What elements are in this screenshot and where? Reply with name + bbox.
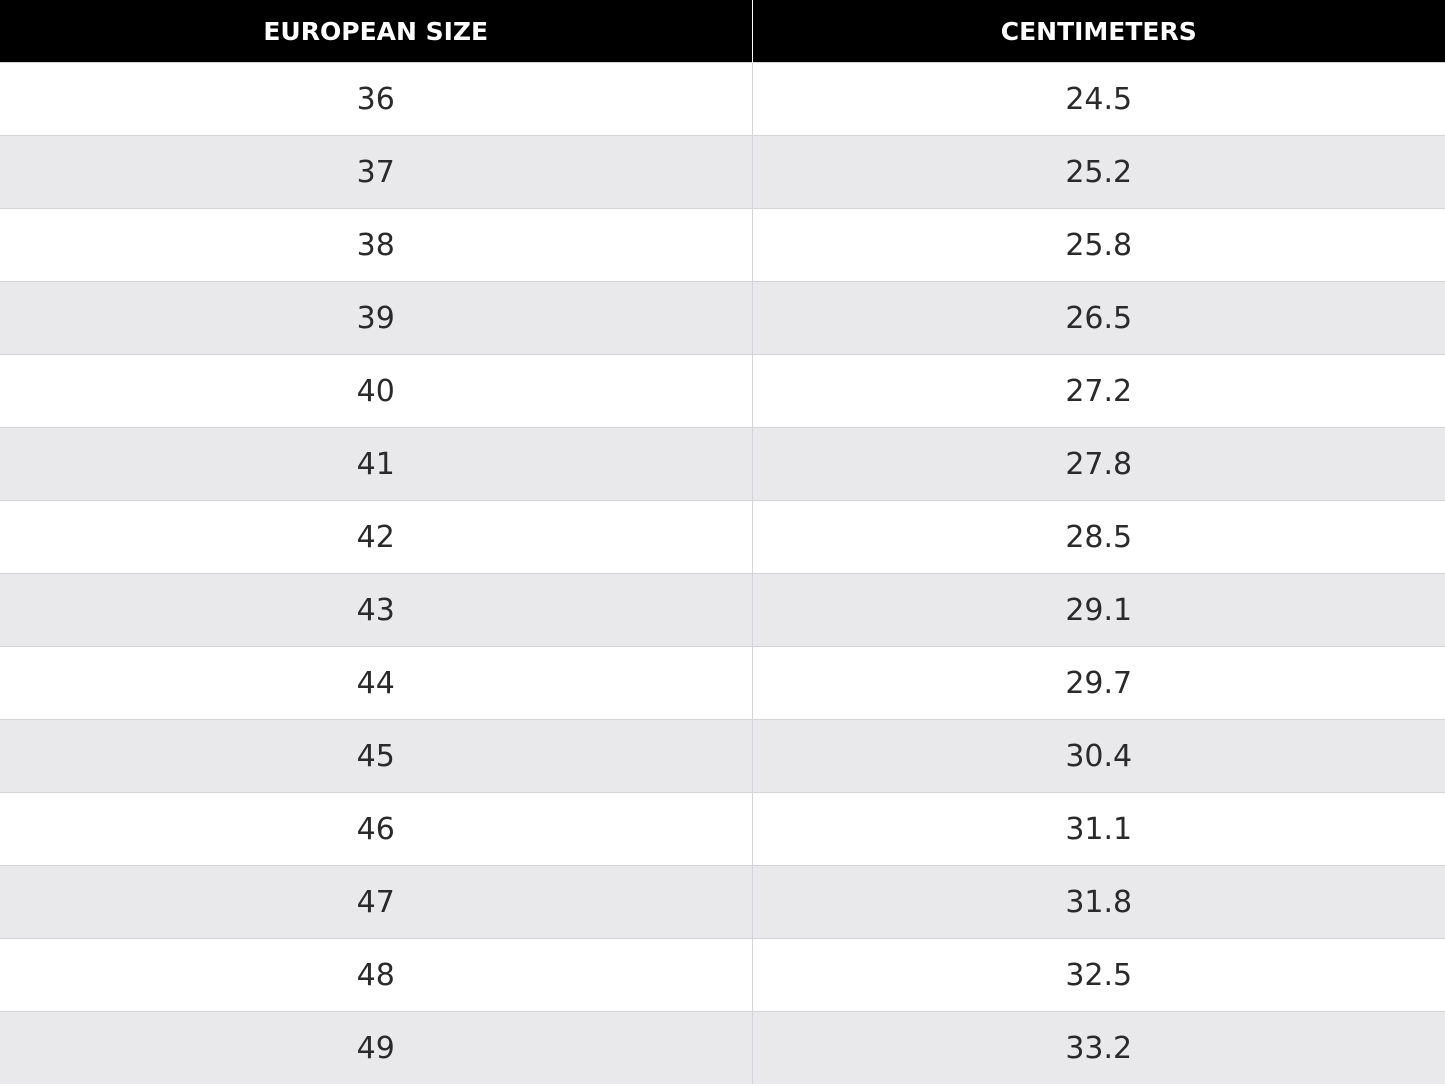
table-cell: 47 [0, 865, 753, 939]
table-row: 48 32.5 [0, 938, 1445, 1012]
table-cell: 25.2 [752, 135, 1445, 209]
table-cell: 42 [0, 500, 753, 574]
table-cell: 24.5 [752, 62, 1445, 136]
table-cell: 39 [0, 281, 753, 355]
table-cell: 32.5 [752, 938, 1445, 1012]
table-cell: 30.4 [752, 719, 1445, 793]
table-cell: 29.7 [752, 646, 1445, 720]
header-cell: CENTIMETERS [752, 0, 1445, 63]
table-header: EUROPEAN SIZE CENTIMETERS [0, 0, 1445, 63]
table-cell: 31.1 [752, 792, 1445, 866]
table-row: 38 25.8 [0, 208, 1445, 282]
table-row: 45 30.4 [0, 719, 1445, 793]
table-row: 47 31.8 [0, 865, 1445, 939]
table-row: 36 24.5 [0, 62, 1445, 136]
table-cell: 28.5 [752, 500, 1445, 574]
table-cell: 41 [0, 427, 753, 501]
table-cell: 46 [0, 792, 753, 866]
table-cell: 33.2 [752, 1011, 1445, 1084]
table-row: 41 27.8 [0, 427, 1445, 501]
table-row: 37 25.2 [0, 135, 1445, 209]
table-body: 36 24.5 37 25.2 38 25.8 39 26.5 40 27.2 41 27.8 42 28… [0, 62, 1445, 1084]
table-row: 39 26.5 [0, 281, 1445, 355]
table-cell: 37 [0, 135, 753, 209]
table-cell: 38 [0, 208, 753, 282]
table-cell: 48 [0, 938, 753, 1012]
table-cell: 31.8 [752, 865, 1445, 939]
table-cell: 27.8 [752, 427, 1445, 501]
table-cell: 26.5 [752, 281, 1445, 355]
table-row: 49 33.2 [0, 1011, 1445, 1084]
table-row: 44 29.7 [0, 646, 1445, 720]
table-cell: 36 [0, 62, 753, 136]
table-cell: 40 [0, 354, 753, 428]
table-row: 42 28.5 [0, 500, 1445, 574]
table-cell: 27.2 [752, 354, 1445, 428]
table-cell: 29.1 [752, 573, 1445, 647]
table-cell: 25.8 [752, 208, 1445, 282]
table-cell: 44 [0, 646, 753, 720]
table-row: 40 27.2 [0, 354, 1445, 428]
header-row: EUROPEAN SIZE CENTIMETERS [0, 0, 1445, 63]
table-row: 43 29.1 [0, 573, 1445, 647]
table-cell: 45 [0, 719, 753, 793]
table-row: 46 31.1 [0, 792, 1445, 866]
table-cell: 49 [0, 1011, 753, 1084]
table-cell: 43 [0, 573, 753, 647]
header-cell: EUROPEAN SIZE [0, 0, 753, 63]
